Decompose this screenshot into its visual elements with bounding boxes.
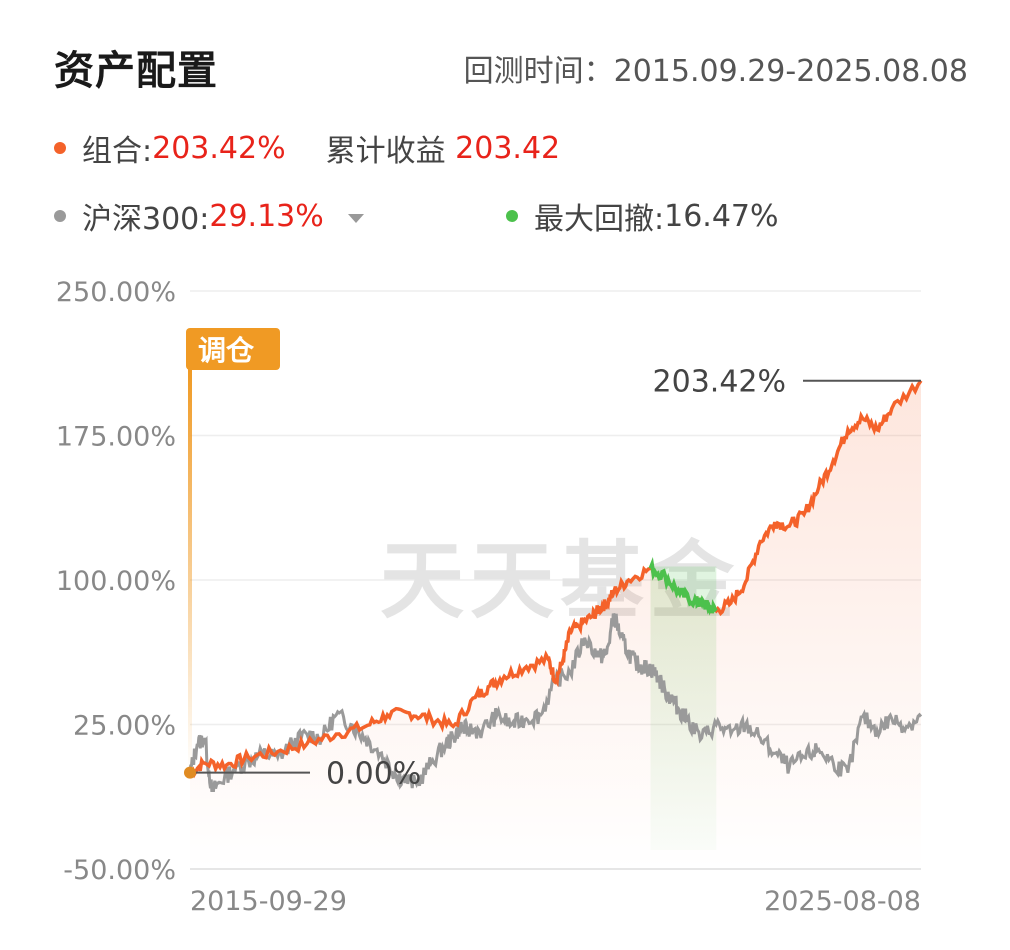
y-tick-label: 100.00%	[56, 566, 176, 597]
index-dot-icon	[54, 210, 66, 222]
y-tick-label: 25.00%	[73, 711, 176, 742]
chevron-down-icon[interactable]	[347, 213, 364, 223]
backtest-period: 回测时间：2015.09.29-2025.08.08	[464, 46, 968, 90]
cumulative-label: 累计收益	[325, 134, 446, 169]
portfolio-area	[190, 380, 921, 869]
y-tick-label: 250.00%	[56, 277, 176, 308]
x-tick-label: 2025-08-08	[764, 886, 921, 917]
x-tick-label: 2015-09-29	[190, 886, 347, 917]
start-value-label: 0.00%	[326, 757, 421, 792]
page-title: 资产配置	[54, 48, 218, 94]
y-tick-label: -50.00%	[63, 855, 176, 886]
drawdown-series-line	[648, 556, 718, 616]
legend-index-selector[interactable]: 沪深300: 29.13%	[54, 194, 364, 238]
index-series-line	[188, 613, 923, 793]
drawdown-value: 16.47%	[664, 198, 779, 234]
x-axis: 2015-09-29 2025-08-08	[190, 886, 921, 917]
rebalance-tag-label: 调仓	[198, 334, 255, 367]
rebalance-marker-bar	[188, 368, 192, 773]
portfolio-dot-icon	[54, 142, 66, 154]
drawdown-label: 最大回撤:	[534, 202, 665, 237]
portfolio-series-line	[189, 379, 923, 779]
y-tick-label: 175.00%	[56, 422, 176, 453]
legend-portfolio: 组合: 203.42% 累计收益 203.42	[54, 126, 560, 170]
backtest-period-label: 回测时间：	[463, 54, 614, 89]
y-axis: 250.00% 175.00% 100.00% 25.00% -50.00%	[56, 277, 176, 886]
cumulative-value: 203.42	[455, 130, 561, 166]
legend-drawdown: 最大回撤: 16.47%	[506, 194, 779, 238]
portfolio-label: 组合:	[82, 134, 153, 169]
backtest-period-value: 2015.09.29-2025.08.08	[613, 54, 968, 89]
start-point	[184, 766, 196, 779]
rebalance-tag[interactable]	[186, 328, 280, 370]
index-label: 沪深300:	[82, 202, 210, 237]
end-value-label: 203.42%	[653, 365, 786, 400]
portfolio-value: 203.42%	[152, 130, 286, 166]
index-value: 29.13%	[209, 198, 324, 234]
drawdown-dot-icon	[506, 210, 518, 222]
